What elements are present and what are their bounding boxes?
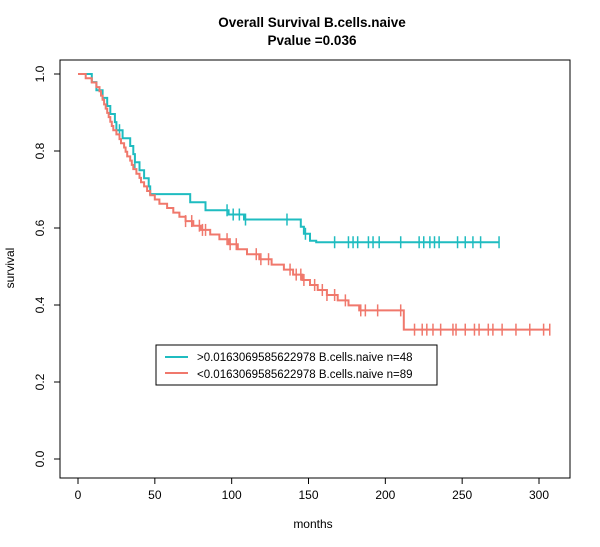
x-tick-label: 100 (222, 488, 242, 502)
legend-label-high: >0.0163069585622978 B.cells.naive n=48 (197, 352, 413, 364)
series-1 (78, 73, 551, 336)
x-tick-label: 300 (529, 488, 549, 502)
y-tick-label: 1.0 (33, 65, 47, 82)
survival-curve-1 (78, 73, 550, 331)
y-axis-label: survival (3, 248, 17, 289)
y-tick-label: 0.8 (33, 142, 47, 159)
survival-curve-0 (78, 73, 499, 244)
x-tick-label: 150 (298, 488, 318, 502)
y-tick-label: 0.4 (33, 296, 47, 313)
y-tick-label: 0.6 (33, 219, 47, 236)
series-layer (78, 73, 551, 336)
plot-area-border (59, 59, 571, 479)
x-tick-label: 200 (375, 488, 395, 502)
x-tick-label: 50 (148, 488, 162, 502)
series-0 (78, 73, 500, 249)
x-tick-label: 250 (452, 488, 472, 502)
legend-box (155, 344, 438, 386)
y-axis: 0.0 0.2 0.4 0.6 0.8 1.0 (33, 65, 61, 467)
x-axis-label: months (293, 517, 332, 531)
legend: >0.0163069585622978 B.cells.naive n=48 <… (155, 344, 438, 386)
chart-title: Overall Survival B.cells.naive (218, 15, 406, 30)
y-tick-label: 0.0 (33, 450, 47, 467)
legend-label-low: <0.0163069585622978 B.cells.naive n=89 (197, 369, 413, 381)
y-tick-label: 0.2 (33, 373, 47, 390)
chart-subtitle: Pvalue =0.036 (268, 33, 357, 48)
x-tick-label: 0 (75, 488, 82, 502)
x-axis: 0 50 100 150 200 250 300 (75, 477, 549, 502)
